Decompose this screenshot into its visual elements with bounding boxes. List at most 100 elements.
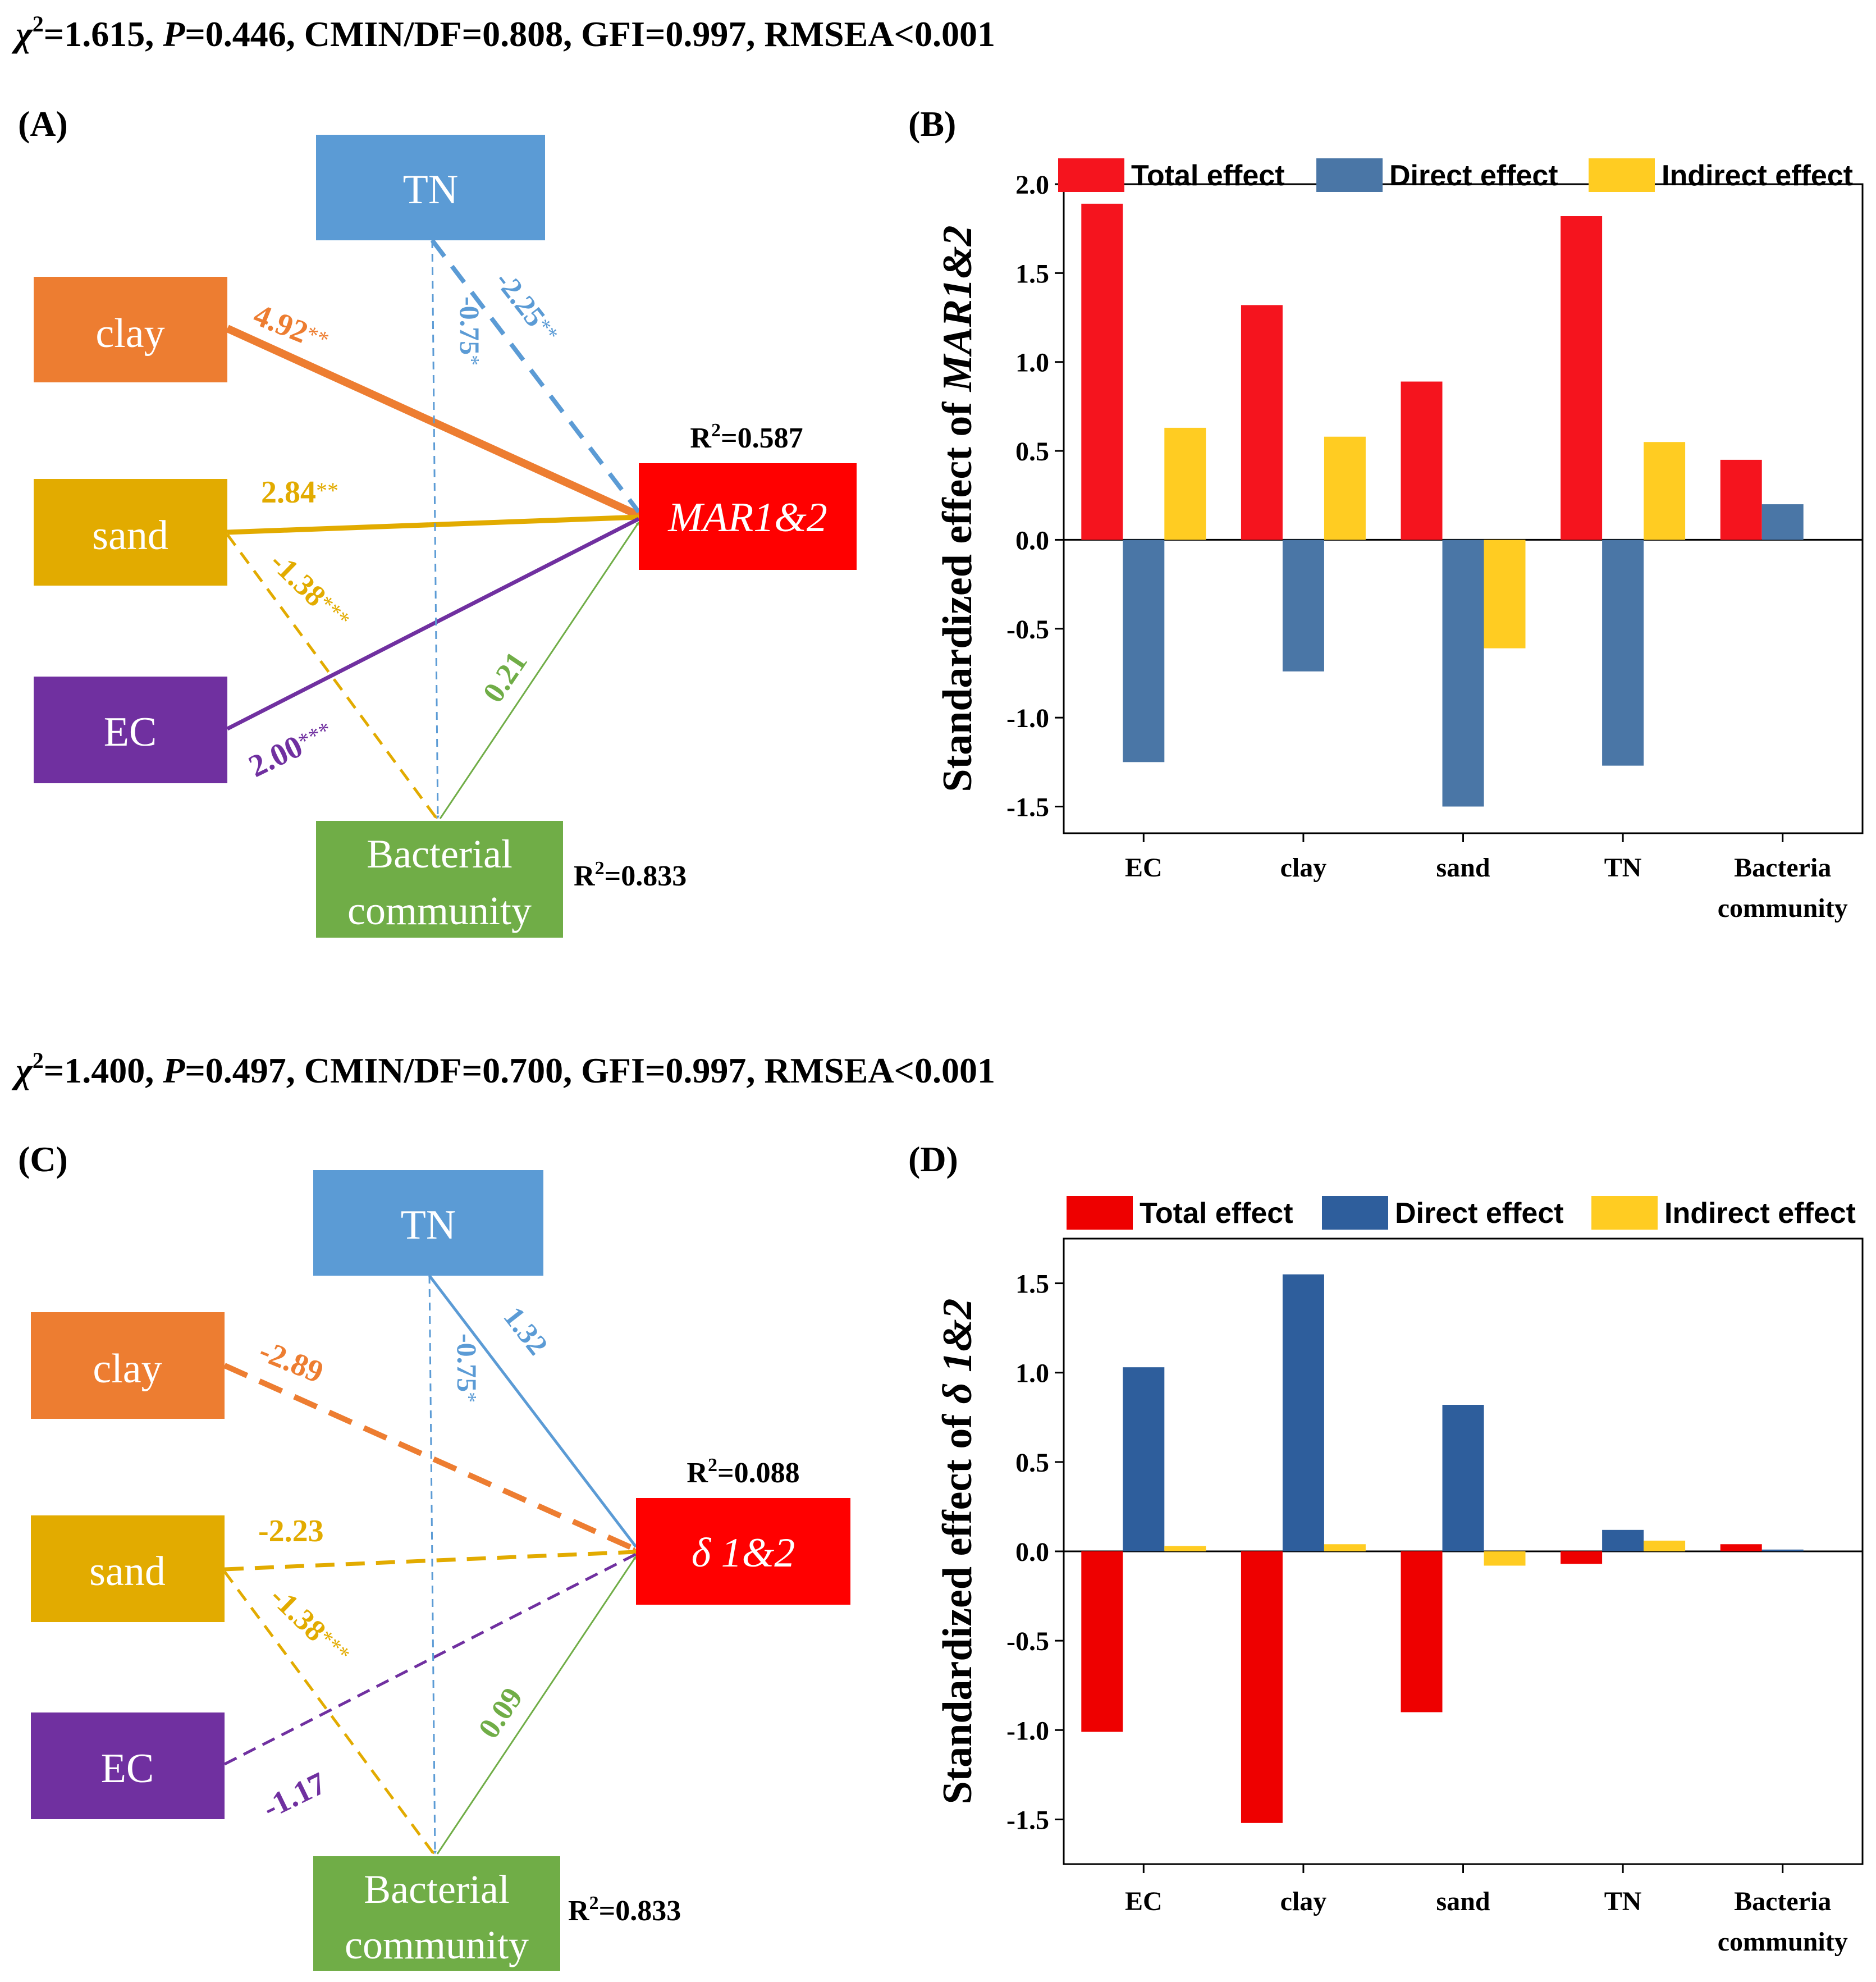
coef-clay-target: 4.92** — [249, 298, 333, 359]
path-bacteria-target-2 — [436, 1556, 637, 1855]
bar — [1561, 216, 1603, 540]
bar — [1644, 1540, 1686, 1551]
bar — [1720, 1544, 1762, 1551]
x-tick-label: TN — [1604, 1887, 1642, 1916]
legend-label: Indirect effect — [1662, 159, 1853, 192]
bar — [1442, 540, 1484, 807]
fit-stats: χ2=1.615, P=0.446, CMIN/DF=0.808, GFI=0.… — [11, 11, 995, 54]
bar — [1123, 1367, 1165, 1551]
node-clay — [34, 277, 227, 382]
bar — [1241, 1551, 1283, 1823]
path-tn-bacteria-2 — [428, 1275, 437, 1855]
r2-target-2: R2=0.088 — [687, 1455, 799, 1489]
path-clay-target — [226, 325, 640, 519]
node-tn-2 — [313, 1170, 543, 1276]
path-bacteria-target — [439, 522, 640, 819]
x-tick-label: Bacteria — [1734, 1887, 1831, 1916]
node-tn-label: TN — [403, 167, 459, 213]
node-clay-2 — [31, 1312, 225, 1419]
bar — [1282, 540, 1324, 672]
bar — [1602, 1529, 1644, 1551]
path-tn-target-2 — [428, 1275, 637, 1548]
x-tick-label: clay — [1280, 853, 1327, 883]
x-tick-label: TN — [1604, 853, 1642, 883]
bar — [1442, 1405, 1484, 1551]
y-axis-label: Standardized effect of δ 1&2 — [935, 1298, 981, 1804]
y-tick-label: -0.5 — [1006, 615, 1049, 645]
x-tick-label: community — [1718, 893, 1848, 923]
bar — [1561, 1551, 1603, 1564]
node-target-label-2: δ 1&2 — [692, 1530, 795, 1576]
y-tick-label: 1.5 — [1015, 1269, 1049, 1299]
panel-label-c: (C) — [18, 1139, 68, 1179]
node-bacteria-label-4: community — [345, 1922, 529, 1967]
path-tn-bacteria — [431, 240, 440, 819]
legend-swatch — [1589, 158, 1655, 192]
bar — [1484, 1551, 1526, 1566]
bar — [1081, 203, 1123, 540]
panel-label-a: (A) — [18, 104, 68, 144]
legend-swatch — [1058, 158, 1124, 192]
y-axis-label: Standardized effect of MAR1&2 — [935, 225, 981, 792]
path-sand-target-2 — [224, 1550, 637, 1572]
node-ec — [34, 677, 227, 783]
coef-tn-bacteria: -0.75* — [454, 296, 486, 366]
chart-b-plot: 2.0 1.5 1.0 0.5 0.0 -0.5 -1.0 -1.5 EC clay sand TN B… — [935, 158, 1864, 923]
node-target-2 — [636, 1498, 850, 1605]
x-tick-label: EC — [1125, 853, 1163, 883]
coef-bacteria-target-2: 0.09 — [472, 1682, 529, 1744]
y-tick-label: 2.0 — [1015, 170, 1049, 200]
bar — [1720, 459, 1762, 540]
panel-label-b: (B) — [908, 104, 956, 144]
y-tick-label: -1.5 — [1006, 792, 1049, 822]
path-ec-target — [226, 517, 640, 731]
legend-swatch — [1591, 1196, 1658, 1230]
coef-sand-bacteria: -1.38*** — [264, 545, 357, 636]
legend-label: Direct effect — [1389, 159, 1558, 192]
coef-tn-bacteria-2: -0.75* — [451, 1333, 483, 1403]
bar — [1164, 427, 1206, 540]
x-tick-label: community — [1718, 1927, 1848, 1957]
coef-bacteria-target: 0.21 — [476, 646, 534, 709]
coef-sand-target: 2.84** — [261, 475, 338, 510]
node-tn — [316, 135, 545, 240]
effect-chart-b: (B) 2.0 1.5 1.0 0.5 0.0 -0.5 -1.0 -1.5 EC clay san… — [908, 104, 1864, 923]
path-sand-bacteria — [226, 533, 438, 820]
x-tick-label: Bacteria — [1734, 853, 1831, 883]
node-bacteria-label-3: Bacterial — [364, 1867, 510, 1912]
y-tick-label: 1.5 — [1015, 259, 1049, 289]
coef-tn-target-2: 1.32 — [497, 1301, 554, 1361]
bar — [1644, 442, 1686, 540]
y-tick-label: 1.0 — [1015, 1359, 1049, 1389]
path-tn-target — [430, 239, 641, 514]
legend-label: Direct effect — [1395, 1197, 1564, 1230]
bar — [1241, 305, 1283, 540]
bar — [1602, 540, 1644, 766]
legend-label: Total effect — [1131, 159, 1285, 192]
node-sand-2 — [31, 1515, 225, 1622]
node-ec-2 — [31, 1712, 225, 1819]
x-tick-label: EC — [1125, 1887, 1163, 1916]
bar — [1282, 1274, 1324, 1551]
fit-stats-2: χ2=1.400, P=0.497, CMIN/DF=0.700, GFI=0.… — [11, 1048, 995, 1090]
bar — [1761, 504, 1804, 540]
path-sand-target — [227, 514, 639, 535]
node-tn-label-2: TN — [401, 1202, 456, 1248]
y-tick-label: 0.5 — [1015, 1448, 1049, 1478]
node-bacteria-2 — [313, 1856, 560, 1971]
x-tick-label: sand — [1436, 1887, 1490, 1916]
node-target — [639, 463, 857, 570]
bar — [1081, 1551, 1123, 1732]
y-axis-label-target: MAR1&2 — [935, 225, 981, 392]
r2-bacteria: R2=0.833 — [574, 858, 687, 892]
sem-diagram-a: (A) TN clay sand EC Bacterial community … — [18, 104, 857, 938]
node-ec-label-2: EC — [101, 1746, 154, 1792]
node-clay-label: clay — [95, 310, 164, 357]
bar — [1401, 1551, 1443, 1712]
y-tick-label: -1.0 — [1006, 704, 1049, 733]
node-target-label: MAR1&2 — [667, 495, 827, 541]
path-ec-target-2 — [223, 1552, 637, 1766]
node-sand-label-2: sand — [89, 1549, 166, 1595]
coef-tn-target: -2.25** — [489, 265, 565, 349]
